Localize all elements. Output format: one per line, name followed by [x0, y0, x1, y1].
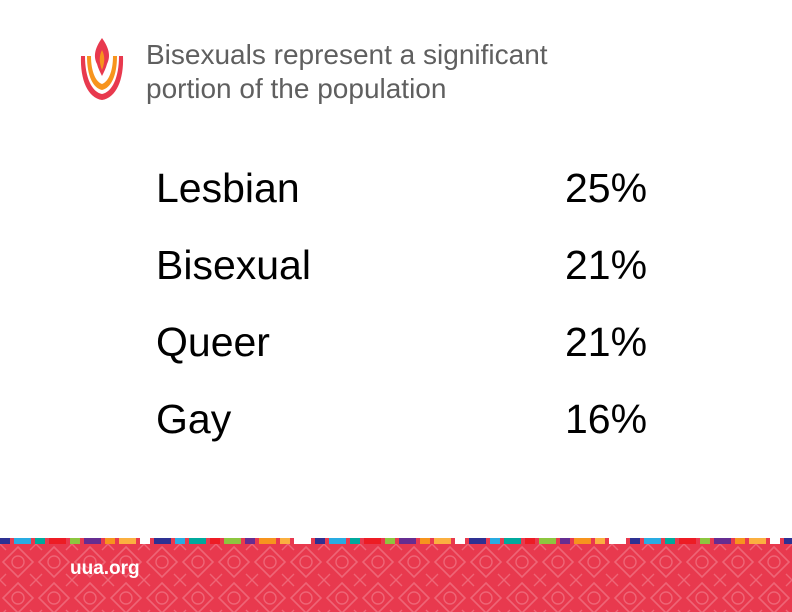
footer-band: uua.org — [0, 538, 792, 612]
strip-segment — [434, 538, 451, 544]
strip-segment — [630, 538, 640, 544]
strip-segment — [350, 538, 360, 544]
strip-segment — [14, 538, 31, 544]
footer-site-link[interactable]: uua.org — [70, 558, 140, 579]
strip-segment — [280, 538, 290, 544]
strip-segment — [714, 538, 731, 544]
stat-value: 16% — [565, 396, 648, 442]
stat-row-bisexual: Bisexual 21% — [156, 237, 676, 314]
strip-segment — [315, 538, 325, 544]
strip-segment — [49, 538, 66, 544]
strip-segment — [490, 538, 500, 544]
strip-segment — [0, 538, 10, 544]
strip-segment — [224, 538, 241, 544]
stat-label: Lesbian — [156, 165, 300, 211]
strip-segment — [399, 538, 416, 544]
strip-segment — [70, 538, 80, 544]
strip-segment — [210, 538, 220, 544]
strip-segment — [140, 538, 150, 544]
strip-segment — [119, 538, 136, 544]
color-strip — [0, 538, 792, 544]
strip-segment — [525, 538, 535, 544]
strip-segment — [420, 538, 430, 544]
stat-row-lesbian: Lesbian 25% — [156, 160, 676, 237]
stat-row-gay: Gay 16% — [156, 391, 676, 468]
strip-segment — [504, 538, 521, 544]
strip-segment — [539, 538, 556, 544]
strip-segment — [175, 538, 185, 544]
stat-value: 25% — [565, 165, 648, 211]
stat-value: 21% — [565, 319, 648, 365]
strip-segment — [259, 538, 276, 544]
uua-chalice-icon — [80, 38, 124, 100]
stat-label: Bisexual — [156, 242, 311, 288]
title-line-1: Bisexuals represent a significant — [146, 39, 548, 70]
strip-segment — [644, 538, 661, 544]
slide-title: Bisexuals represent a significant portio… — [146, 38, 706, 106]
strip-segment — [735, 538, 745, 544]
strip-segment — [245, 538, 255, 544]
strip-segment — [560, 538, 570, 544]
strip-segment — [469, 538, 486, 544]
strip-segment — [770, 538, 780, 544]
strip-segment — [154, 538, 171, 544]
title-line-2: portion of the population — [146, 73, 447, 104]
strip-segment — [294, 538, 311, 544]
strip-segment — [609, 538, 626, 544]
strip-segment — [189, 538, 206, 544]
stats-list: Lesbian 25% Bisexual 21% Queer 21% Gay 1… — [156, 160, 676, 468]
strip-segment — [364, 538, 381, 544]
strip-segment — [700, 538, 710, 544]
strip-segment — [329, 538, 346, 544]
uua-chalice-logo — [78, 36, 126, 106]
stat-row-queer: Queer 21% — [156, 314, 676, 391]
stat-label: Gay — [156, 396, 232, 442]
strip-segment — [455, 538, 465, 544]
strip-segment — [784, 538, 792, 544]
strip-segment — [595, 538, 605, 544]
stat-label: Queer — [156, 319, 270, 365]
strip-segment — [105, 538, 115, 544]
strip-segment — [665, 538, 675, 544]
strip-segment — [35, 538, 45, 544]
strip-segment — [574, 538, 591, 544]
strip-segment — [385, 538, 395, 544]
strip-segment — [84, 538, 101, 544]
strip-segment — [679, 538, 696, 544]
stat-value: 21% — [565, 242, 648, 288]
strip-segment — [749, 538, 766, 544]
footer-pattern — [0, 538, 792, 612]
